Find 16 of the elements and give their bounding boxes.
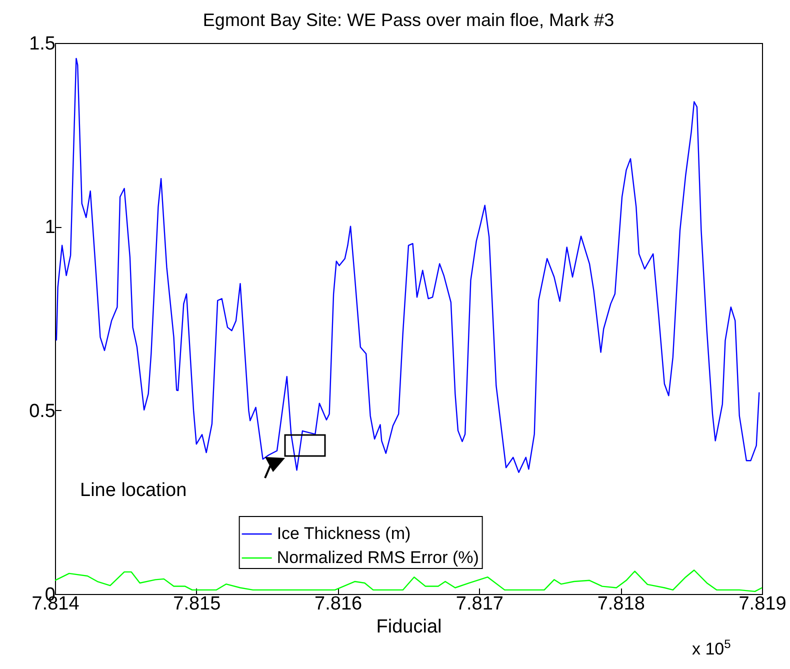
- y-tick-label: 0.5: [29, 400, 56, 422]
- line-series: [56, 58, 760, 474]
- x-tick-label: 7.815: [173, 594, 221, 614]
- x-tick-label: 7.817: [456, 594, 504, 614]
- text: x 10$^{5}$: [692, 637, 731, 660]
- x-axis-title: Fiducial: [376, 616, 442, 638]
- line-series: [54, 570, 763, 592]
- annotation: Line location: [80, 480, 187, 502]
- legend-label: Normalized RMS Error (%): [276, 548, 479, 567]
- y-tick-label: 1.5: [29, 34, 56, 54]
- chart-title: Egmont Bay Site: WE Pass over main floe, Mark #3: [202, 10, 614, 30]
- x-tick-label: 7.819: [738, 594, 786, 614]
- legend-label: Ice Thickness (m): [276, 524, 411, 543]
- y-tick-label: 1: [44, 217, 56, 238]
- x-tick-label: 7.816: [314, 594, 362, 614]
- x-tick-label: 7.818: [597, 594, 645, 614]
